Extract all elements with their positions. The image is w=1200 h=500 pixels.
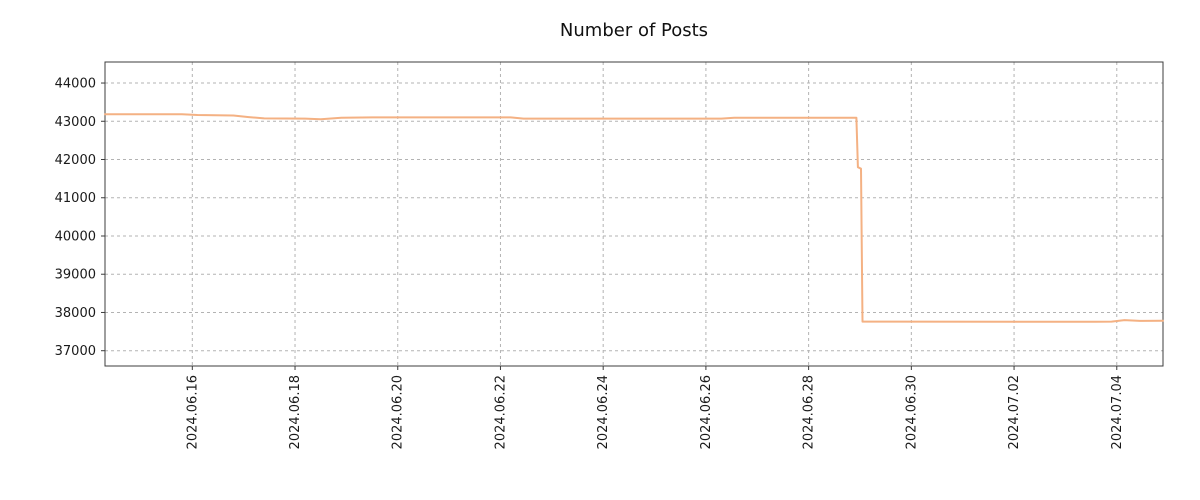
x-tick-label: 2024.06.16 [185, 375, 200, 449]
y-tick-label: 43000 [55, 115, 96, 130]
x-tick-label: 2024.07.04 [1110, 375, 1125, 449]
chart-title: Number of Posts [560, 20, 708, 41]
axes-layer: 2024.06.16 2024.06.18 2024.06.20 2024.06.22… [55, 61, 1164, 449]
x-tick-label: 2024.06.30 [904, 375, 919, 449]
x-tick-label: 2024.06.20 [391, 375, 406, 449]
y-tick-label: 41000 [55, 191, 96, 206]
data-line [104, 113, 1164, 323]
y-tick-label: 44000 [55, 77, 96, 92]
y-tick-label: 40000 [55, 229, 96, 244]
series-layer [104, 113, 1164, 323]
x-tick-label: 2024.06.22 [493, 375, 508, 449]
y-tick-label: 37000 [55, 344, 96, 359]
x-tick-label: 2024.06.24 [596, 375, 611, 449]
y-tick-label: 38000 [55, 306, 96, 321]
plot-border [104, 61, 1164, 367]
x-tick-label: 2024.06.26 [699, 375, 714, 449]
y-tick-label: 42000 [55, 153, 96, 168]
x-tick-label: 2024.06.18 [288, 375, 303, 449]
x-tick-label: 2024.07.02 [1007, 375, 1022, 449]
x-tick-label: 2024.06.28 [802, 375, 817, 449]
y-tick-label: 39000 [55, 268, 96, 283]
grid-layer [105, 62, 1163, 366]
